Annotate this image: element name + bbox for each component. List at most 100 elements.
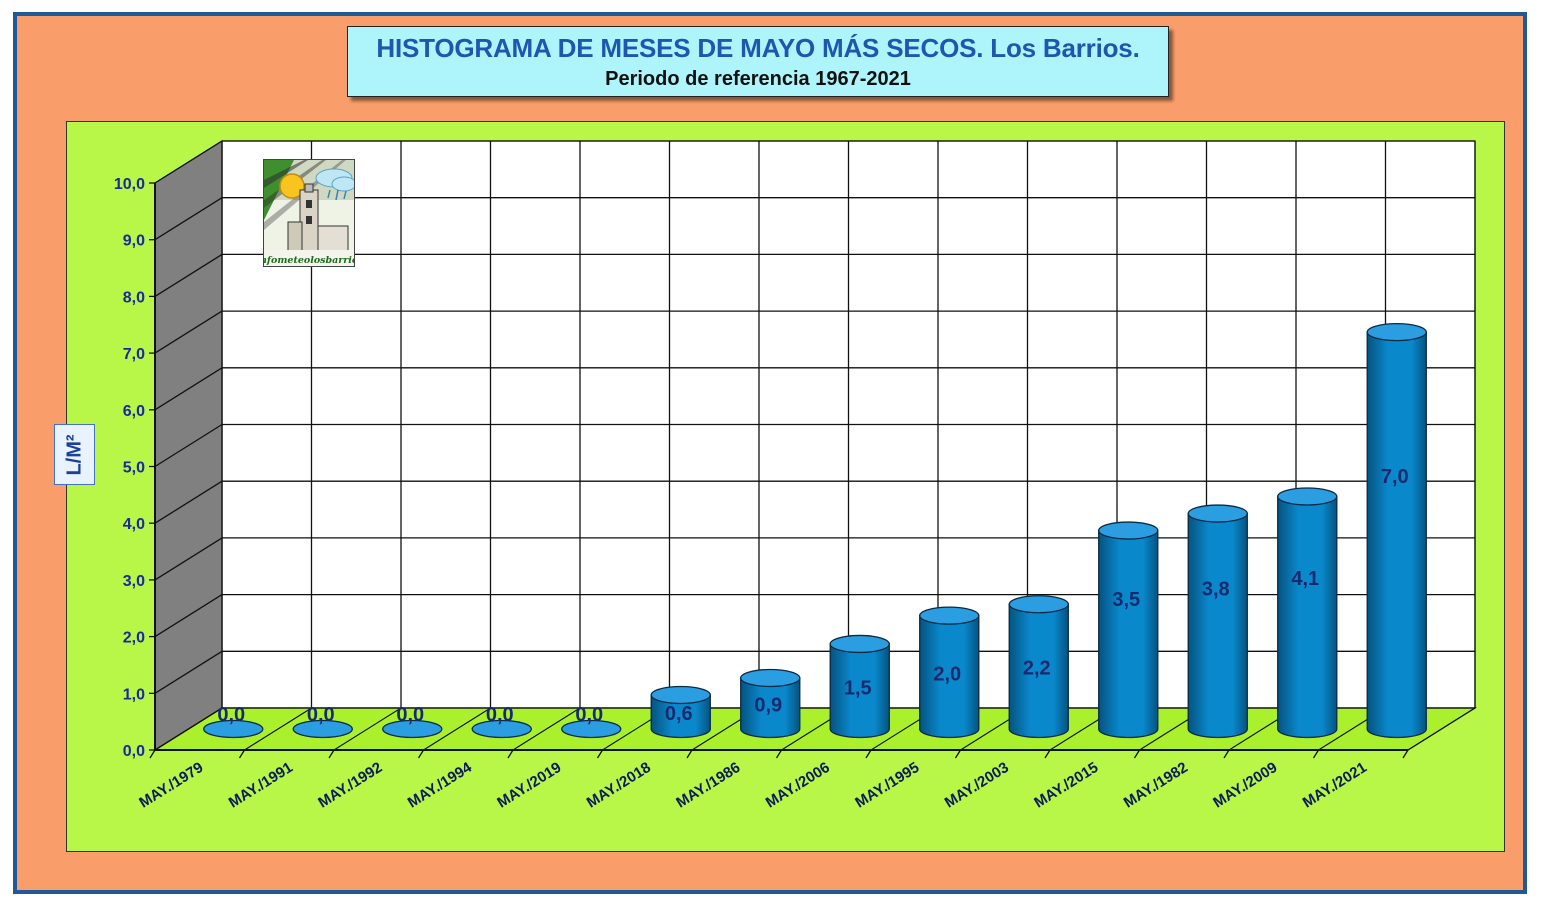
x-tick-label: MAY./1982 <box>1121 759 1191 812</box>
bar-data-label: 2,0 <box>933 663 961 685</box>
bar-body <box>919 614 980 739</box>
x-tick-mark <box>1044 749 1051 759</box>
bar-top <box>203 719 264 739</box>
bar-body <box>1366 331 1427 739</box>
side-grid-line <box>154 537 223 581</box>
side-grid-line <box>154 197 223 241</box>
y-axis-label-box: L/M² <box>54 424 95 485</box>
x-tick-label: MAY./2015 <box>1031 759 1101 812</box>
y-tick-label: 6,0 <box>123 403 145 420</box>
floor-grid-line <box>512 707 581 751</box>
side-grid-line <box>154 310 223 354</box>
x-tick-mark <box>507 749 514 759</box>
bar: 3,5 <box>1098 521 1159 739</box>
bar: 0,9 <box>740 668 801 739</box>
bar-top <box>740 668 801 688</box>
bar-data-label: 0,0 <box>575 704 603 726</box>
bar-data-label: 0,9 <box>754 694 782 716</box>
bar: 2,0 <box>919 606 980 739</box>
bar-top <box>1277 487 1338 506</box>
x-tick-mark <box>596 749 604 759</box>
x-tick-mark <box>149 749 156 759</box>
chart-title: HISTOGRAMA DE MESES DE MAYO MÁS SECOS. L… <box>376 33 1140 63</box>
x-tick-mark <box>417 749 425 759</box>
bar: 0,0 <box>292 704 353 739</box>
floor-grid-line <box>244 707 312 751</box>
bar-body <box>740 677 801 739</box>
chart-bars: 0,0 0,0 0,0 0,0 0,0 0,6 0,9 1,5 2,0 2,2 3,5 3,8 4,1 7… <box>203 322 1427 739</box>
y-tick-label: 7,0 <box>123 346 145 363</box>
bar-top <box>561 719 622 739</box>
station-logo: infometeolosbarrios <box>263 159 355 267</box>
x-tick-mark <box>328 749 335 759</box>
side-grid-line <box>154 423 223 468</box>
bar: 2,2 <box>1008 595 1069 739</box>
bar-body <box>829 643 890 739</box>
title-box: HISTOGRAMA DE MESES DE MAYO MÁS SECOS. L… <box>347 26 1169 97</box>
x-tick-mark <box>238 749 246 759</box>
bar-top <box>1187 504 1248 523</box>
bar: 0,0 <box>203 704 264 739</box>
y-tick-label: 0,0 <box>123 743 145 760</box>
x-tick-label: MAY./2003 <box>942 759 1012 812</box>
x-tick-mark <box>954 749 962 759</box>
y-tick-label: 9,0 <box>123 233 145 250</box>
side-grid-line <box>154 480 223 524</box>
y-tick-label: 4,0 <box>123 516 145 533</box>
bar: 7,0 <box>1366 322 1427 739</box>
bar: 1,5 <box>829 634 890 739</box>
bar-data-label: 7,0 <box>1381 466 1409 488</box>
x-tick-label: MAY./1995 <box>852 759 922 812</box>
logo-illustration-icon: infometeolosbarrios <box>264 160 354 266</box>
bar-body <box>1008 603 1069 739</box>
bar-body <box>1098 529 1159 739</box>
x-tick-mark <box>1223 749 1230 759</box>
bar: 0,0 <box>382 704 443 739</box>
bar-data-label: 3,8 <box>1202 578 1230 600</box>
bar-top <box>650 685 711 705</box>
chart-subtitle: Periodo de referencia 1967-2021 <box>605 68 911 90</box>
x-tick-mark <box>1312 749 1320 759</box>
bar-data-label: 3,5 <box>1112 589 1140 611</box>
bar-top <box>1098 521 1159 540</box>
bar-top <box>919 606 980 625</box>
floor-grid-line <box>423 707 491 751</box>
bar-data-label: 0,6 <box>665 703 693 725</box>
x-axis: MAY./1979 MAY./1991 MAY./1992 MAY./1994 MAY.… <box>136 749 1409 812</box>
bar-top <box>1366 322 1427 342</box>
bar: 3,8 <box>1187 504 1248 739</box>
bar-body <box>1187 512 1248 739</box>
y-tick-label: 1,0 <box>123 686 145 703</box>
bar-body <box>650 694 711 739</box>
x-tick-label: MAY./2006 <box>763 759 833 812</box>
x-tick-label: MAY./1986 <box>673 759 743 812</box>
x-tick-label: MAY./2018 <box>584 759 654 812</box>
bar-top <box>471 719 532 739</box>
x-tick-label: MAY./2021 <box>1300 759 1370 812</box>
bar: 4,1 <box>1277 487 1338 739</box>
bar-data-label: 0,0 <box>486 704 514 726</box>
bar-data-label: 1,5 <box>844 677 872 699</box>
bar-data-label: 4,1 <box>1291 568 1319 590</box>
bar-top <box>382 719 443 739</box>
y-axis-label: L/M² <box>63 433 85 476</box>
x-tick-label: MAY./1994 <box>405 759 476 812</box>
side-grid-line <box>154 140 223 184</box>
y-tick-label: 5,0 <box>123 460 145 477</box>
side-grid-line <box>154 707 223 751</box>
x-tick-label: MAY./1992 <box>315 759 385 812</box>
bar-top <box>829 634 890 654</box>
bar-top <box>1008 595 1069 614</box>
bar: 0,0 <box>561 704 622 739</box>
x-tick-mark <box>775 749 783 759</box>
side-grid-line <box>154 594 223 638</box>
x-tick-label: MAY./2019 <box>494 759 564 812</box>
bar-data-label: 2,2 <box>1023 658 1051 680</box>
y-tick-label: 8,0 <box>123 289 145 306</box>
x-tick-mark <box>1402 749 1409 759</box>
side-grid-line <box>154 650 223 694</box>
floor-grid-line <box>333 707 402 751</box>
x-tick-label: MAY./2009 <box>1210 759 1280 812</box>
bar-data-label: 0,0 <box>217 704 245 726</box>
x-tick-mark <box>686 749 693 759</box>
